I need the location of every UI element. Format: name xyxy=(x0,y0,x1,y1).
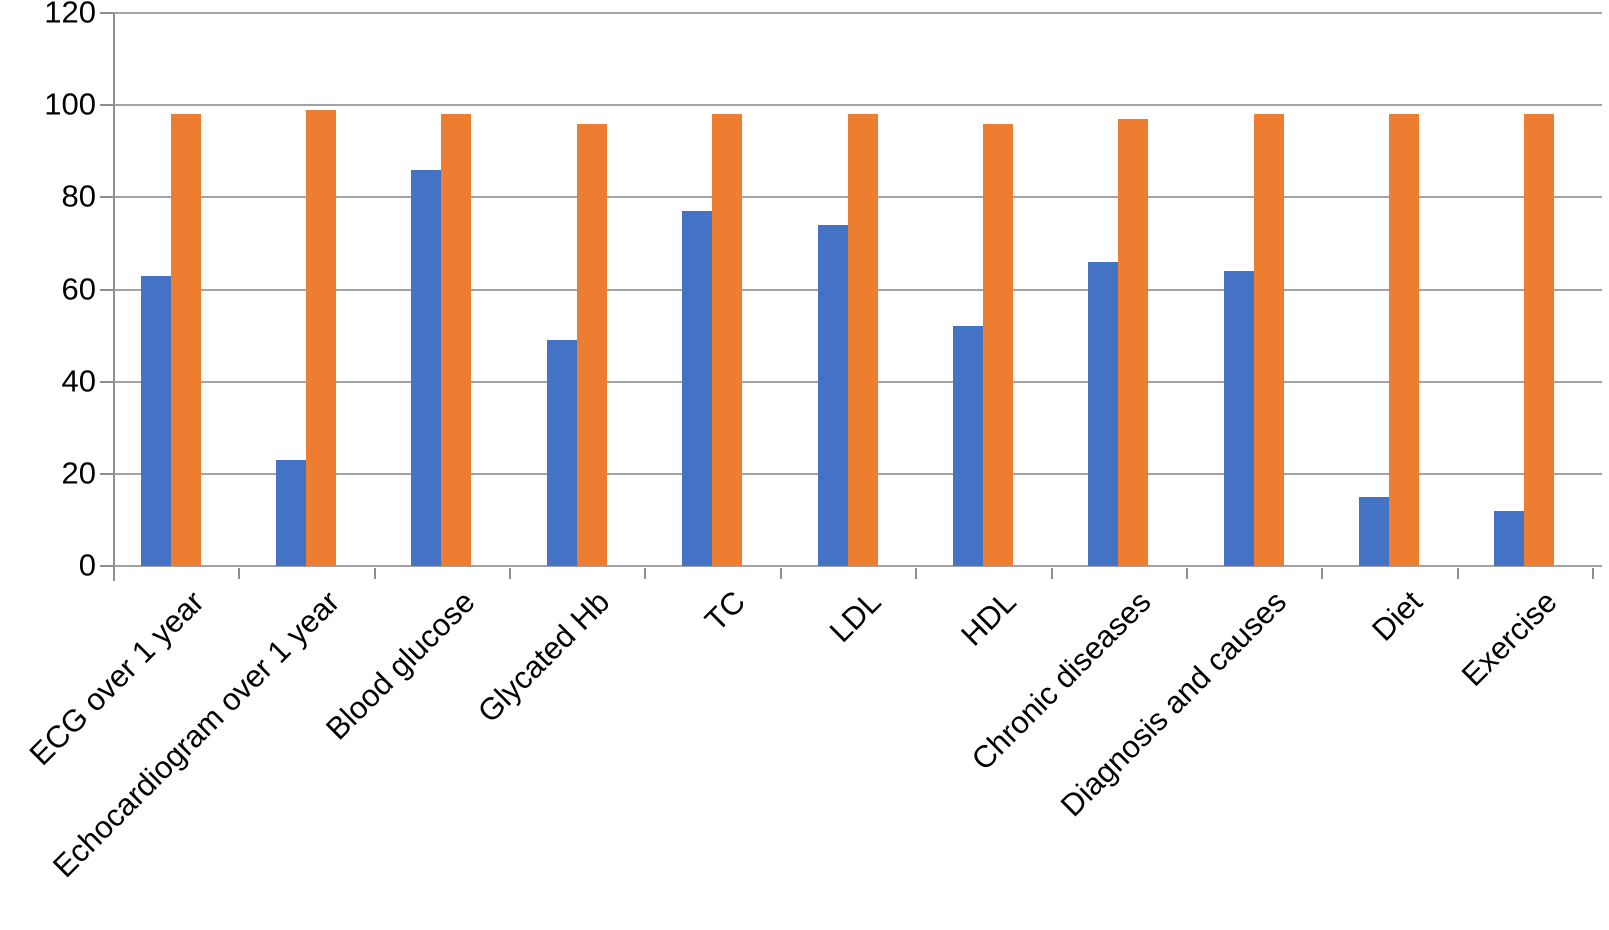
bar-glycated-hb-series-1 xyxy=(546,340,577,566)
bar-tc-series-1 xyxy=(682,211,713,566)
bar-ecg-over-1-year-series-1 xyxy=(140,275,171,566)
x-label-text-glycated-hb: Glycated Hb xyxy=(471,584,617,730)
bar-diagnosis-and-causes-series-1 xyxy=(1223,271,1254,566)
x-label-text-hdl: HDL xyxy=(954,584,1023,653)
bar-diet-series-1 xyxy=(1358,496,1389,566)
x-tick-4 xyxy=(644,568,647,579)
bar-tc-series-2 xyxy=(712,114,743,566)
y-tick-120 xyxy=(100,12,113,14)
gridline-100 xyxy=(113,104,1602,107)
bar-blood-glucose-series-1 xyxy=(411,169,442,566)
x-label-text-ldl: LDL xyxy=(822,584,888,649)
bar-hdl-series-2 xyxy=(982,123,1013,566)
bar-diagnosis-and-causes-series-2 xyxy=(1253,114,1284,566)
y-tick-label-120: 120 xyxy=(44,0,96,30)
y-tick-label-0: 0 xyxy=(78,547,96,583)
x-tick-1 xyxy=(238,568,241,579)
y-tick-label-60: 60 xyxy=(61,270,96,306)
x-tick-2 xyxy=(373,568,376,579)
bar-exercise-series-1 xyxy=(1494,510,1525,566)
bar-hdl-series-1 xyxy=(952,326,983,566)
bar-chronic-diseases-series-2 xyxy=(1118,118,1149,566)
x-tick-9 xyxy=(1321,568,1324,579)
bar-exercise-series-2 xyxy=(1524,114,1555,566)
bar-ecg-over-1-year-series-2 xyxy=(170,114,201,566)
x-label-text-diagnosis-and-causes: Diagnosis and causes xyxy=(1054,584,1294,824)
gridline-0 xyxy=(113,565,1602,567)
x-label-text-echocardiogram-over-1-year: Echocardiogram over 1 year xyxy=(45,584,346,885)
y-tick-80 xyxy=(100,196,113,199)
y-tick-20 xyxy=(100,472,113,475)
y-tick-label-100: 100 xyxy=(44,86,96,122)
x-tick-11 xyxy=(1592,568,1594,579)
bar-blood-glucose-series-2 xyxy=(441,114,472,566)
y-tick-label-40: 40 xyxy=(61,362,96,398)
bar-echocardiogram-over-1-year-series-2 xyxy=(306,109,337,566)
x-tick-8 xyxy=(1185,568,1188,579)
x-label-text-diet: Diet xyxy=(1364,584,1429,648)
bar-glycated-hb-series-2 xyxy=(576,123,607,566)
x-label-text-tc: TC xyxy=(697,584,752,638)
x-label-text-exercise: Exercise xyxy=(1455,584,1565,693)
y-tick-label-20: 20 xyxy=(61,455,96,491)
y-tick-100 xyxy=(100,104,113,107)
x-tick-6 xyxy=(915,568,918,579)
x-tick-3 xyxy=(509,568,512,579)
y-tick-40 xyxy=(100,380,113,383)
bar-diet-series-2 xyxy=(1388,114,1419,566)
x-tick-10 xyxy=(1456,568,1459,579)
x-tick-5 xyxy=(779,568,782,579)
y-tick-label-80: 80 xyxy=(61,178,96,214)
y-tick-60 xyxy=(100,288,113,291)
x-tick-7 xyxy=(1050,568,1053,579)
bar-ldl-series-2 xyxy=(847,114,878,566)
bar-chronic-diseases-series-1 xyxy=(1088,261,1119,566)
y-tick-0 xyxy=(100,565,113,567)
bar-echocardiogram-over-1-year-series-1 xyxy=(276,460,307,566)
gridline-120 xyxy=(113,12,1602,14)
bar-ldl-series-1 xyxy=(817,224,848,566)
y-axis-line xyxy=(113,13,115,581)
